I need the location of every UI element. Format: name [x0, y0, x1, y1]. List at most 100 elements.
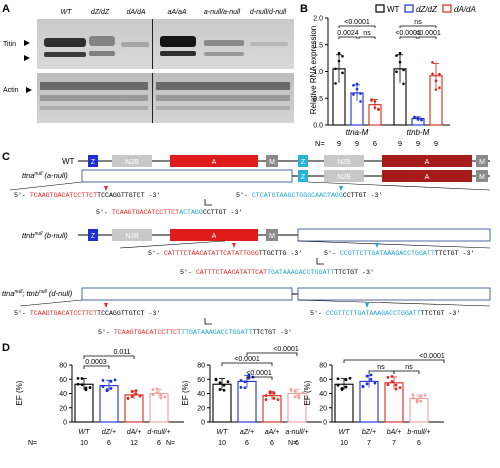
data-point	[386, 383, 390, 386]
n-value: 6	[295, 440, 299, 447]
domain-n2b: N2B	[337, 174, 351, 181]
data-point	[109, 379, 113, 383]
data-point	[130, 395, 134, 398]
data-point	[155, 391, 159, 394]
domain-a: A	[425, 159, 430, 166]
data-point	[411, 393, 415, 397]
data-point	[247, 376, 251, 380]
data-point	[218, 388, 222, 391]
data-point	[438, 72, 441, 76]
data-point	[239, 379, 243, 382]
domain-z: Z	[91, 159, 96, 166]
panel-d-ylabel: EF (%)	[303, 380, 312, 405]
data-point	[88, 386, 92, 389]
y-tick-label: 0	[63, 420, 67, 427]
n-value: 6	[373, 139, 377, 148]
actin-arrow-icon	[26, 87, 32, 93]
stat-ttna-3: <0.0001	[344, 19, 370, 26]
y-tick-label: 40	[59, 391, 67, 398]
panel-b-chart: 0.0 0.5 1.0 1.5 2.0	[313, 16, 450, 130]
data-point	[226, 380, 230, 384]
data-point	[218, 381, 222, 385]
x-tick-label: a-null/+	[285, 429, 308, 436]
data-point	[130, 390, 134, 393]
data-point	[434, 88, 438, 91]
lane-label-wt: WT	[61, 9, 73, 16]
panel-label-d: D	[2, 342, 10, 354]
data-point	[369, 373, 373, 377]
stat-d2-1: <0.0001	[246, 370, 272, 377]
domain-z: Z	[301, 159, 306, 166]
domain-z: Z	[301, 174, 306, 181]
gene-map-d-null: ttnanull; ttnbnull (d-null)	[2, 287, 491, 307]
n-value: 9	[355, 139, 359, 148]
seq-line: 5'- CATTTCTAACATATTCATTGATAAAGACCTGGATTT…	[180, 269, 374, 276]
data-point	[301, 391, 305, 395]
data-point	[416, 118, 420, 121]
data-point	[373, 106, 377, 109]
cut-site-icon	[104, 186, 108, 191]
data-point	[373, 381, 377, 385]
gene-map-b-null: ttnbnull (b-null) Z N2B A M	[22, 228, 491, 249]
y-tick-label: 40	[319, 391, 327, 398]
data-point	[359, 100, 362, 103]
data-point	[159, 396, 163, 400]
panel-d-ylabel: EF (%)	[181, 380, 190, 405]
gene-label-ttnb: ttnb-M	[407, 128, 430, 137]
cut-site-icon	[339, 186, 343, 191]
titin-label: Titin	[3, 41, 16, 48]
data-point	[365, 382, 369, 386]
y-tick-label: 2.0	[313, 16, 323, 23]
x-tick-label: WT	[79, 429, 91, 436]
panel-label-a: A	[2, 3, 10, 15]
data-point	[398, 386, 402, 389]
y-tick-label: 0	[323, 420, 327, 427]
x-tick-label: WT	[217, 429, 229, 436]
panel-label-b: B	[300, 3, 308, 15]
data-point	[289, 388, 293, 391]
data-point	[293, 389, 297, 393]
seq-line: 5'- CCGTTCTTGATAAAGACCTGGATTTTCTGT -3'	[310, 310, 460, 317]
data-point	[390, 380, 394, 383]
n-label: N=	[28, 440, 37, 447]
legend-dz: dZ/dZ	[416, 5, 438, 14]
data-point	[337, 51, 341, 55]
stat-ttnb-3: <0.0001	[415, 30, 441, 37]
x-tick-label: WT	[339, 429, 351, 436]
x-tick-label: aZ/+	[240, 429, 254, 436]
panel-b-stats: 0.0024 ns <0.0001 ns <0.0001 <0.0001	[337, 19, 441, 39]
data-point	[163, 395, 167, 399]
stat-d3-1: ns	[377, 364, 385, 371]
y-tick-label: 60	[319, 377, 327, 384]
panel-d-charts: EF (%)020406080WT10dZ/+6dA/+12d-null/+6N…	[15, 363, 444, 447]
data-point	[293, 395, 297, 399]
data-point	[420, 118, 423, 122]
data-point	[395, 70, 398, 73]
data-point	[243, 380, 247, 384]
sequence-a-null: 5'- TCAAGTGACATCCTTCTTCCAGGTTGTCT -3' 5'…	[14, 192, 382, 216]
data-point	[340, 388, 344, 391]
gene-label-ttna: ttna-M	[346, 128, 369, 137]
row-label-d-null: ttnanull; ttnbnull (d-null)	[2, 289, 73, 298]
data-point	[239, 385, 243, 389]
domain-n2b: N2B	[125, 233, 139, 240]
domain-z: Z	[91, 233, 96, 240]
stat-ttna-2: ns	[363, 30, 371, 37]
data-point	[76, 376, 80, 380]
data-point	[402, 82, 405, 86]
data-point	[361, 385, 365, 389]
data-point	[80, 377, 84, 380]
data-point	[359, 92, 362, 95]
titin-arrow-icon	[24, 40, 30, 46]
domain-a: A	[212, 233, 217, 240]
data-point	[134, 389, 138, 392]
n-value: 10	[340, 440, 348, 447]
data-point	[84, 388, 88, 392]
data-point	[370, 99, 373, 102]
data-point	[341, 54, 344, 58]
data-point	[431, 72, 434, 76]
lane-label-da: dA/dA	[126, 9, 145, 16]
stat-d3-2: ns	[405, 364, 413, 371]
stat-d1-1: 0.0003	[85, 359, 107, 366]
